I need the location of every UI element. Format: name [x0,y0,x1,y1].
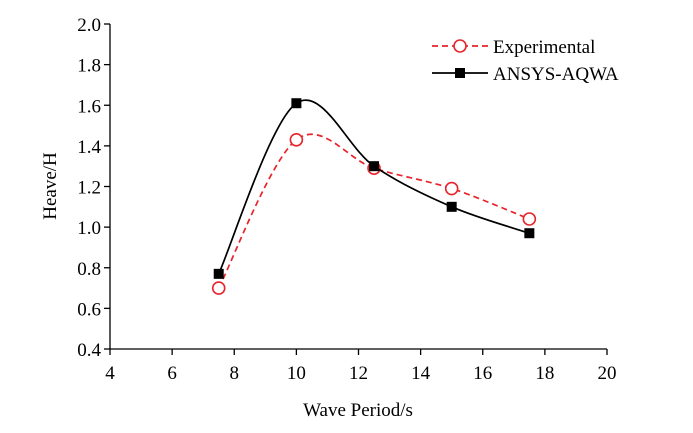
data-point [522,212,537,226]
y-tick-label: 0.4 [77,340,101,361]
legend-label: Experimental [493,37,595,58]
data-point [369,161,380,172]
legend: Experimental ANSYS-AQWA [432,37,619,85]
legend-entry: Experimental [432,37,595,58]
data-point [444,181,459,196]
x-axis-ticks: 4 6 8 10 12 14 16 18 20 [105,349,617,384]
data-point [211,281,226,295]
y-tick-label: 1.4 [77,137,101,158]
x-tick-label: 18 [535,363,554,384]
data-point [213,268,224,279]
y-tick-label: 1.2 [77,178,101,199]
y-tick-label: 0.6 [77,299,101,320]
series-ansys-aqwa [213,98,535,279]
data-point [289,132,304,147]
x-tick-label: 20 [598,363,617,384]
x-tick-label: 14 [411,363,431,384]
y-tick-label: 0.8 [77,259,101,280]
y-tick-label: 1.8 [77,56,101,77]
x-tick-label: 12 [349,363,368,384]
y-tick-label: 2.0 [77,15,101,36]
x-tick-label: 8 [230,363,240,384]
data-point [291,98,302,109]
series-line [217,99,530,275]
legend-entry: ANSYS-AQWA [432,64,619,85]
y-axis-ticks: 0.4 0.6 0.8 1.0 1.2 1.4 1.6 1.8 2.0 [77,15,110,361]
series-experimental [211,132,537,295]
x-tick-label: 4 [105,363,115,384]
x-tick-label: 10 [287,363,306,384]
legend-swatch-marker [455,68,465,78]
y-tick-label: 1.0 [77,218,101,239]
series-layer [211,98,537,295]
y-tick-label: 1.6 [77,96,101,117]
x-axis-label: Wave Period/s [303,400,413,421]
series-line [217,133,530,289]
legend-label: ANSYS-AQWA [493,64,619,85]
x-tick-label: 6 [167,363,177,384]
data-point [524,228,535,239]
data-point [446,201,457,212]
y-axis-label: Heave/H [40,152,61,220]
x-tick-label: 16 [473,363,492,384]
legend-swatch-marker [453,39,467,53]
